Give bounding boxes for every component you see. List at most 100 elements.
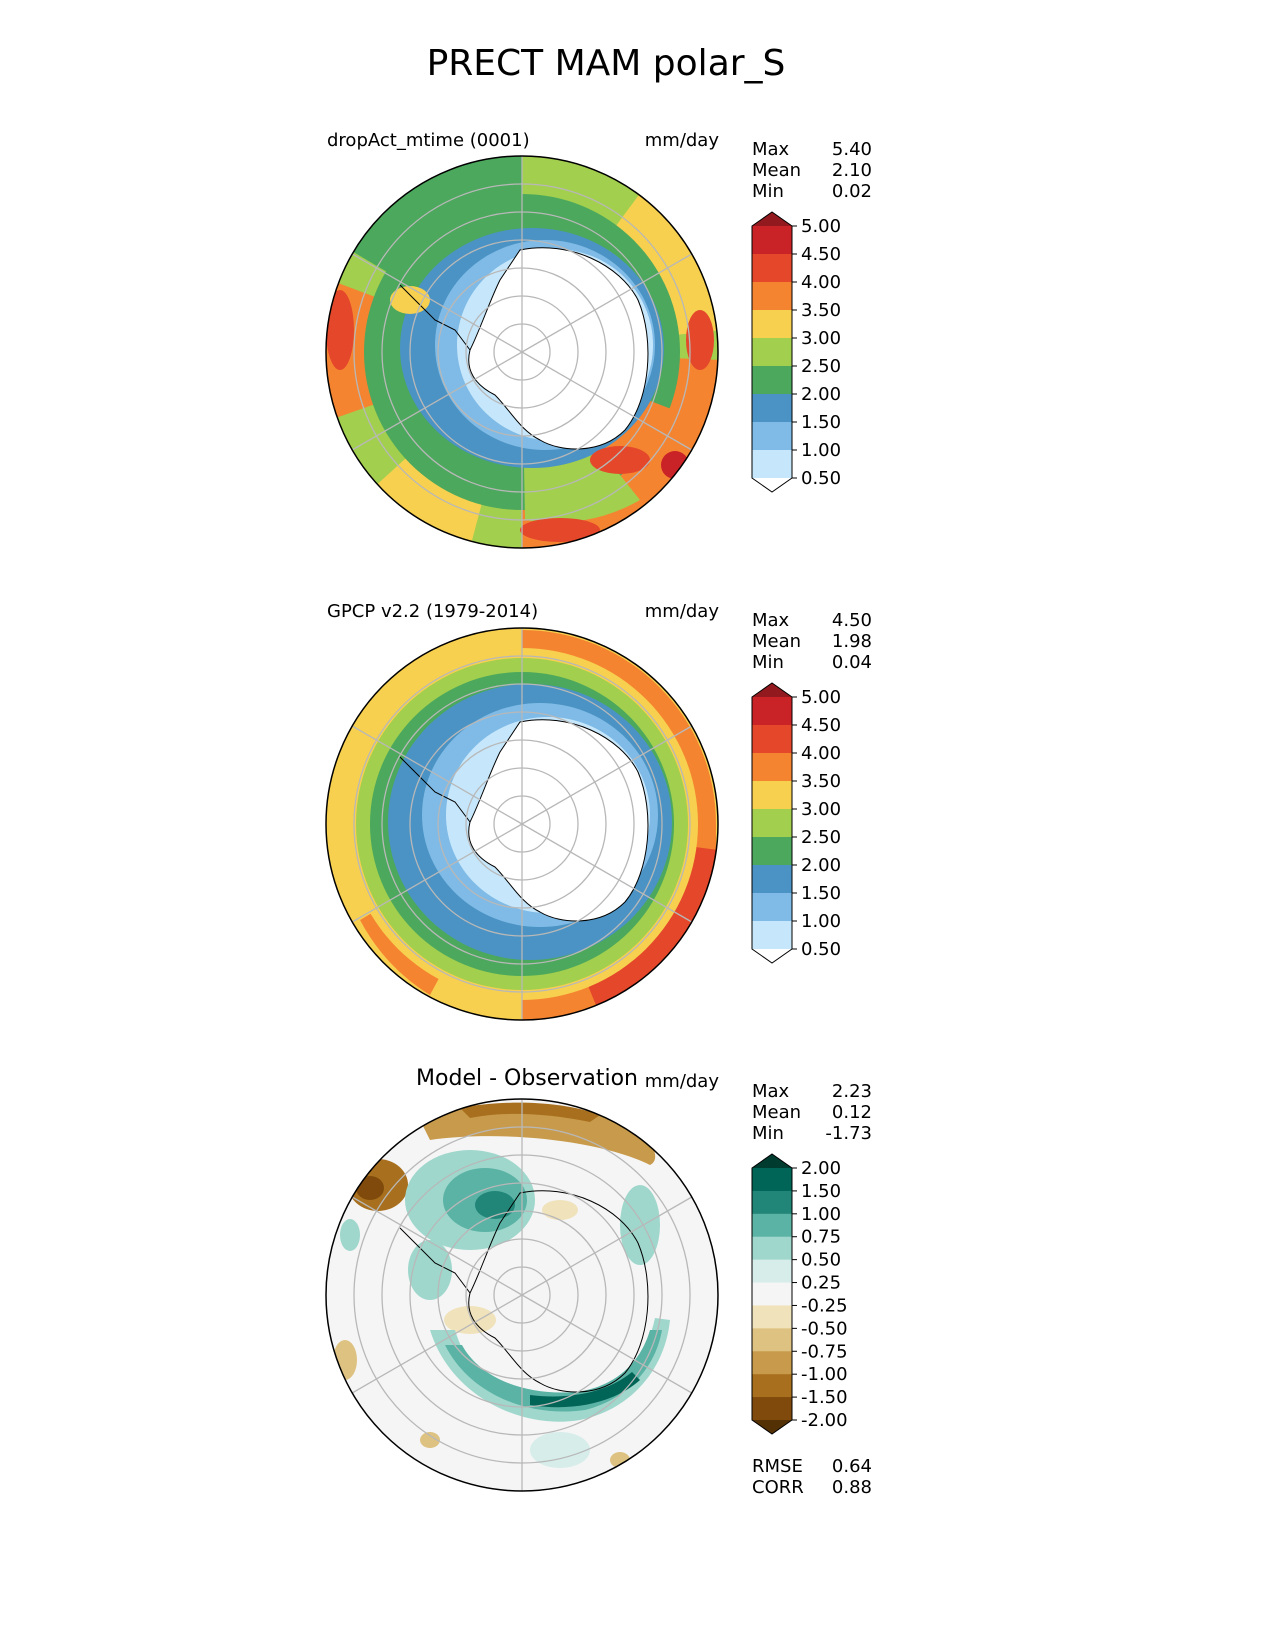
colorbar-segment [752,450,792,479]
stat-max-label: Max [752,610,790,631]
colorbar-extend-min [752,1420,792,1434]
colorbar-tick-label: 2.00 [801,855,841,876]
stat-mean-label: Mean [752,631,801,652]
colorbar-segment [752,366,792,395]
colorbar-tick-label: -0.75 [801,1341,848,1362]
panel-difference: Model - Observation mm/day [325,1066,872,1498]
colorbar-extend-min [752,478,792,492]
colorbar-tick-label: 1.00 [801,1204,841,1225]
colorbar-tick-label: 5.00 [801,216,841,237]
colorbar-segment [752,1374,792,1398]
colorbar-tick-label: 4.00 [801,743,841,764]
colorbar-segment [752,1236,792,1261]
colorbar-segment [752,921,792,950]
colorbar-segment [752,865,792,894]
panel-difference-units: mm/day [645,1071,720,1092]
panel-observation: GPCP v2.2 (1979-2014) mm/day [325,601,872,1021]
colorbar-tick-label: 0.50 [801,939,841,960]
stat-min-value: -1.73 [825,1123,872,1144]
metric-rmse-value: 0.64 [832,1456,872,1477]
colorbar-observation: 0.50 1.00 1.50 2.00 2.50 3.00 3.50 4.00 4.50 5.00 [751,682,841,964]
colorbar-segment [752,338,792,367]
stat-mean-label: Mean [752,1102,801,1123]
panel-difference-label: Model - Observation [416,1066,638,1091]
map-model [326,156,718,548]
colorbar-segment [752,1190,792,1215]
colorbar-segment [752,753,792,782]
colorbar-segment [752,310,792,339]
colorbar-extend-max [752,212,792,226]
stat-max-label: Max [752,1081,790,1102]
colorbar-segment [752,1397,792,1421]
colorbar-tick-label: 5.00 [801,687,841,708]
colorbar-tick-label: 1.00 [801,911,841,932]
colorbar-tick-label: 2.50 [801,356,841,377]
stat-min-value: 0.04 [832,652,872,673]
colorbar-tick-label: 2.00 [801,384,841,405]
colorbar-tick-label: 4.50 [801,715,841,736]
colorbar-tick-label: 3.00 [801,328,841,349]
colorbar-segment [752,1213,792,1238]
colorbar-segment [752,282,792,311]
stats-model: Max 5.40 Mean 2.10 Min 0.02 [752,139,872,202]
colorbar-tick-label: -1.50 [801,1387,848,1408]
colorbar-segment [752,254,792,283]
stat-mean-value: 2.10 [832,160,872,181]
colorbar-segment [752,1259,792,1284]
stats-observation: Max 4.50 Mean 1.98 Min 0.04 [752,610,872,673]
colorbar-extend-max [752,1154,792,1168]
stat-mean-value: 1.98 [832,631,872,652]
colorbar-tick-label: 2.50 [801,827,841,848]
colorbar-tick-label: 0.50 [801,1250,841,1271]
colorbar-tick-label: 0.75 [801,1227,841,1248]
colorbar-tick-label: 2.00 [801,1158,841,1179]
colorbar-tick-label: -2.00 [801,1410,848,1431]
colorbar-segment [752,893,792,922]
metric-corr-value: 0.88 [832,1477,872,1498]
stat-min-label: Min [752,652,784,673]
stat-min-value: 0.02 [832,181,872,202]
colorbar-tick-label: 1.50 [801,1181,841,1202]
colorbar-segment [752,725,792,754]
stat-min-label: Min [752,1123,784,1144]
colorbar-tick-label: 3.00 [801,799,841,820]
panel-model-units: mm/day [645,130,720,151]
metrics-difference: RMSE 0.64 CORR 0.88 [752,1456,872,1498]
colorbar-segment [752,809,792,838]
colorbar-model: 0.50 1.00 1.50 2.00 2.50 3.00 3.50 4.00 4.50 5.00 [751,211,841,493]
stat-mean-label: Mean [752,160,801,181]
stat-max-value: 4.50 [832,610,872,631]
colorbar-tick-label: 4.50 [801,244,841,265]
colorbar-tick-label: 3.50 [801,771,841,792]
colorbar-segment [752,1328,792,1352]
colorbar-segment [752,1168,792,1192]
colorbar-tick-label: -0.25 [801,1295,848,1316]
metric-rmse-label: RMSE [752,1456,803,1477]
colorbar-segment [752,781,792,810]
colorbar-segment [752,394,792,423]
colorbar-segment [752,837,792,866]
colorbar-tick-label: 0.50 [801,468,841,489]
colorbar-tick-label: 4.00 [801,272,841,293]
colorbar-tick-label: 1.50 [801,883,841,904]
colorbar-segment [752,697,792,726]
colorbar-tick-label: 3.50 [801,300,841,321]
colorbar-tick-label: 1.50 [801,412,841,433]
colorbar-segment [752,1351,792,1375]
stat-mean-value: 0.12 [832,1102,872,1123]
colorbar-segment [752,1305,792,1329]
colorbar-segment [752,1282,792,1306]
colorbar-tick-label: 1.00 [801,440,841,461]
stat-min-label: Min [752,181,784,202]
colorbar-tick-label: 0.25 [801,1273,841,1294]
panel-observation-label: GPCP v2.2 (1979-2014) [327,601,538,622]
colorbar-extend-min [752,949,792,963]
stat-max-value: 2.23 [832,1081,872,1102]
colorbar-difference: -2.00-1.50-1.00-0.75-0.50-0.250.250.500.… [751,1153,848,1435]
panel-model: dropAct_mtime (0001) mm/day [325,130,872,549]
panel-observation-units: mm/day [645,601,720,622]
colorbar-segment [752,422,792,451]
map-difference [326,1099,718,1491]
figure-title: PRECT MAM polar_S [427,43,786,84]
